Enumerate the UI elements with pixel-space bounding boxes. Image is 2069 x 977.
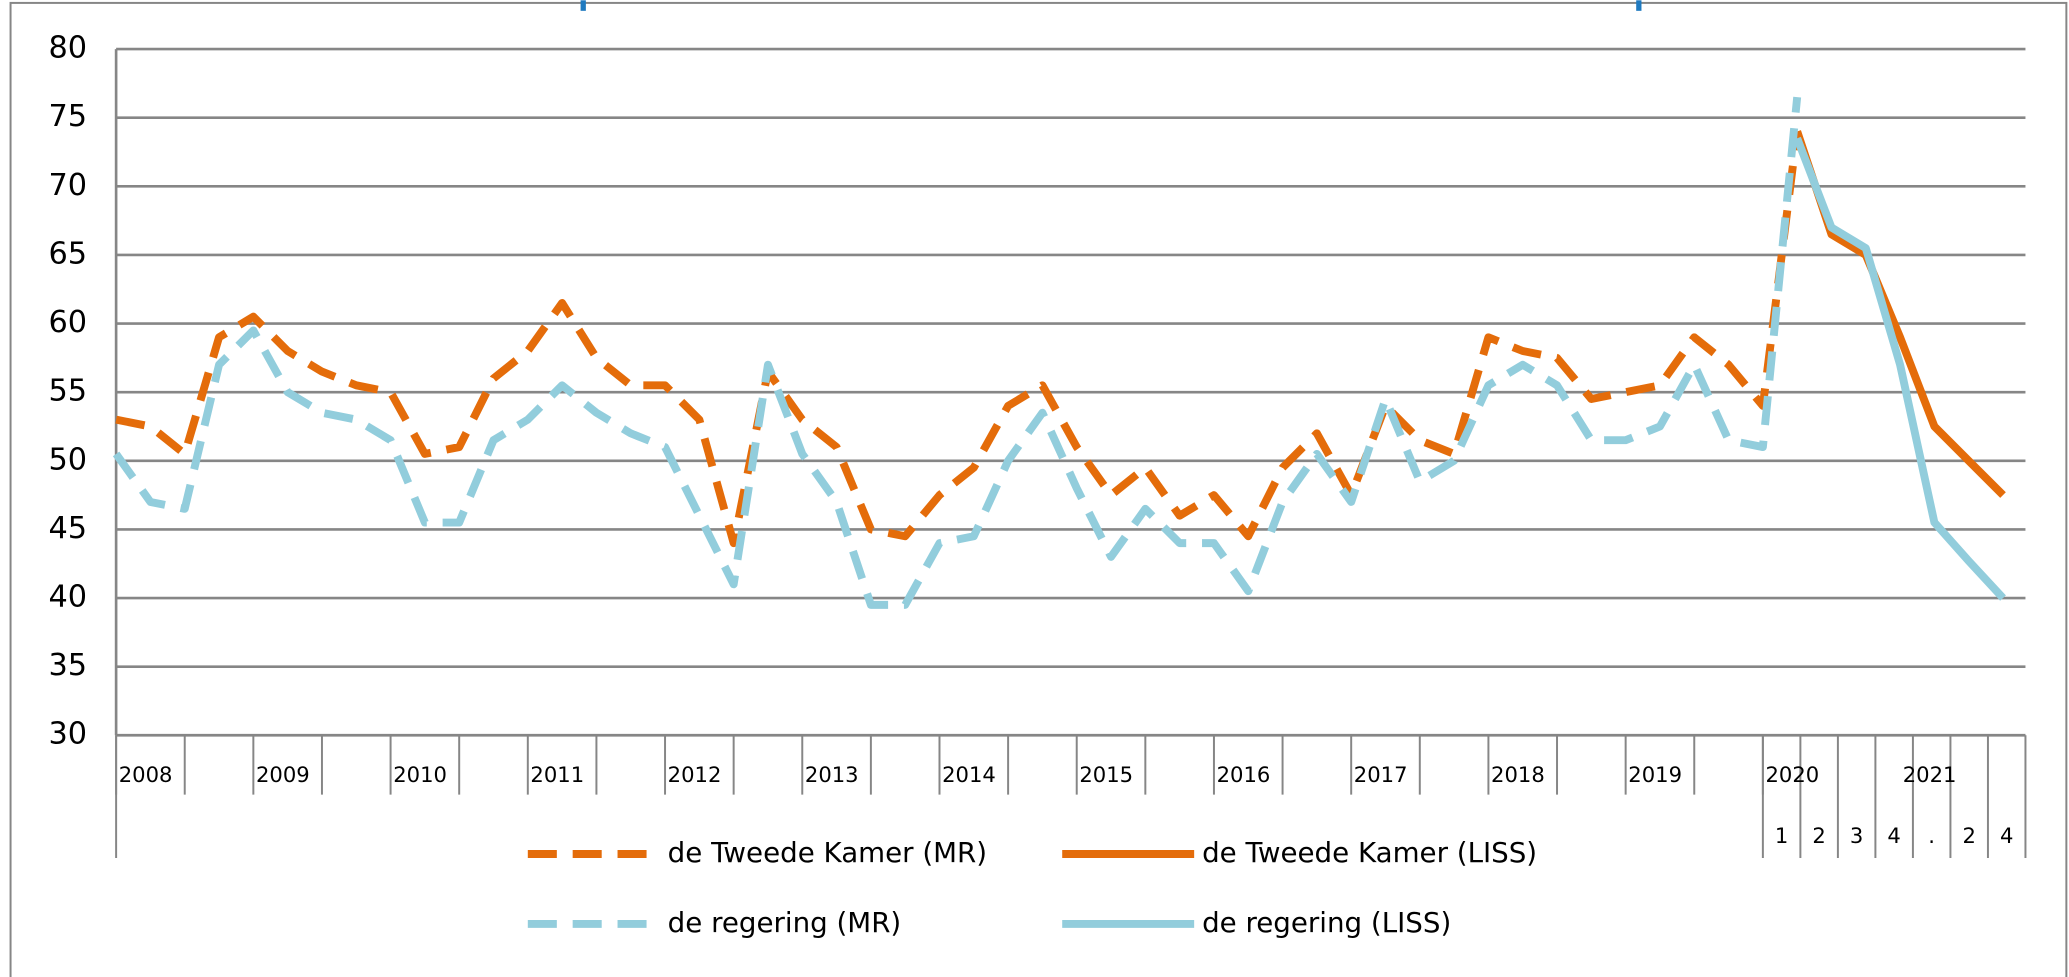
x-tick-label: 2010 (393, 762, 447, 787)
x-tick-label: 2011 (530, 762, 584, 787)
legend-label: de Tweede Kamer (LISS) (1202, 836, 1537, 869)
quarter-label: 3 (1850, 823, 1863, 848)
series-line (115, 130, 1802, 548)
y-tick-label: 70 (48, 168, 87, 203)
series-line (1793, 130, 2006, 498)
x-tick-label: 2013 (805, 762, 859, 787)
y-tick-label: 60 (48, 305, 87, 340)
legend-label: de regering (MR) (668, 906, 902, 939)
legend-label: de Tweede Kamer (MR) (668, 836, 987, 869)
x-tick-label: 2019 (1628, 762, 1682, 787)
y-tick-label: 35 (48, 648, 87, 683)
quarter-label: 4 (1887, 823, 1900, 848)
x-tick-label: 2018 (1491, 762, 1545, 787)
quarter-label: 1 (1775, 823, 1788, 848)
quarter-label: 4 (2000, 823, 2013, 848)
series-line (112, 96, 1802, 609)
quarter-label: . (1928, 823, 1935, 848)
quarter-label: 2 (1962, 823, 1975, 848)
y-tick-label: 75 (48, 99, 87, 134)
series-line (1793, 136, 2006, 601)
y-tick-label: 50 (48, 442, 87, 477)
chart-frame (9, 1, 2068, 977)
x-tick-label: 2016 (1217, 762, 1271, 787)
x-tick-label: 2009 (256, 762, 310, 787)
x-tick-label: 2008 (119, 762, 173, 787)
y-tick-label: 45 (48, 511, 87, 546)
legend-label: de regering (LISS) (1202, 906, 1451, 939)
x-tick-label: 2017 (1354, 762, 1408, 787)
quarter-label: 2 (1812, 823, 1825, 848)
y-tick-label: 55 (48, 374, 87, 409)
y-tick-label: 65 (48, 236, 87, 271)
y-tick-label: 40 (48, 580, 87, 615)
x-tick-label: 2021 (1903, 762, 1957, 787)
x-tick-label: 2020 (1766, 762, 1820, 787)
x-tick-label: 2012 (668, 762, 722, 787)
y-tick-label: 80 (48, 31, 87, 66)
x-tick-label: 2015 (1079, 762, 1133, 787)
y-tick-label: 30 (48, 717, 87, 752)
x-tick-label: 2014 (942, 762, 996, 787)
